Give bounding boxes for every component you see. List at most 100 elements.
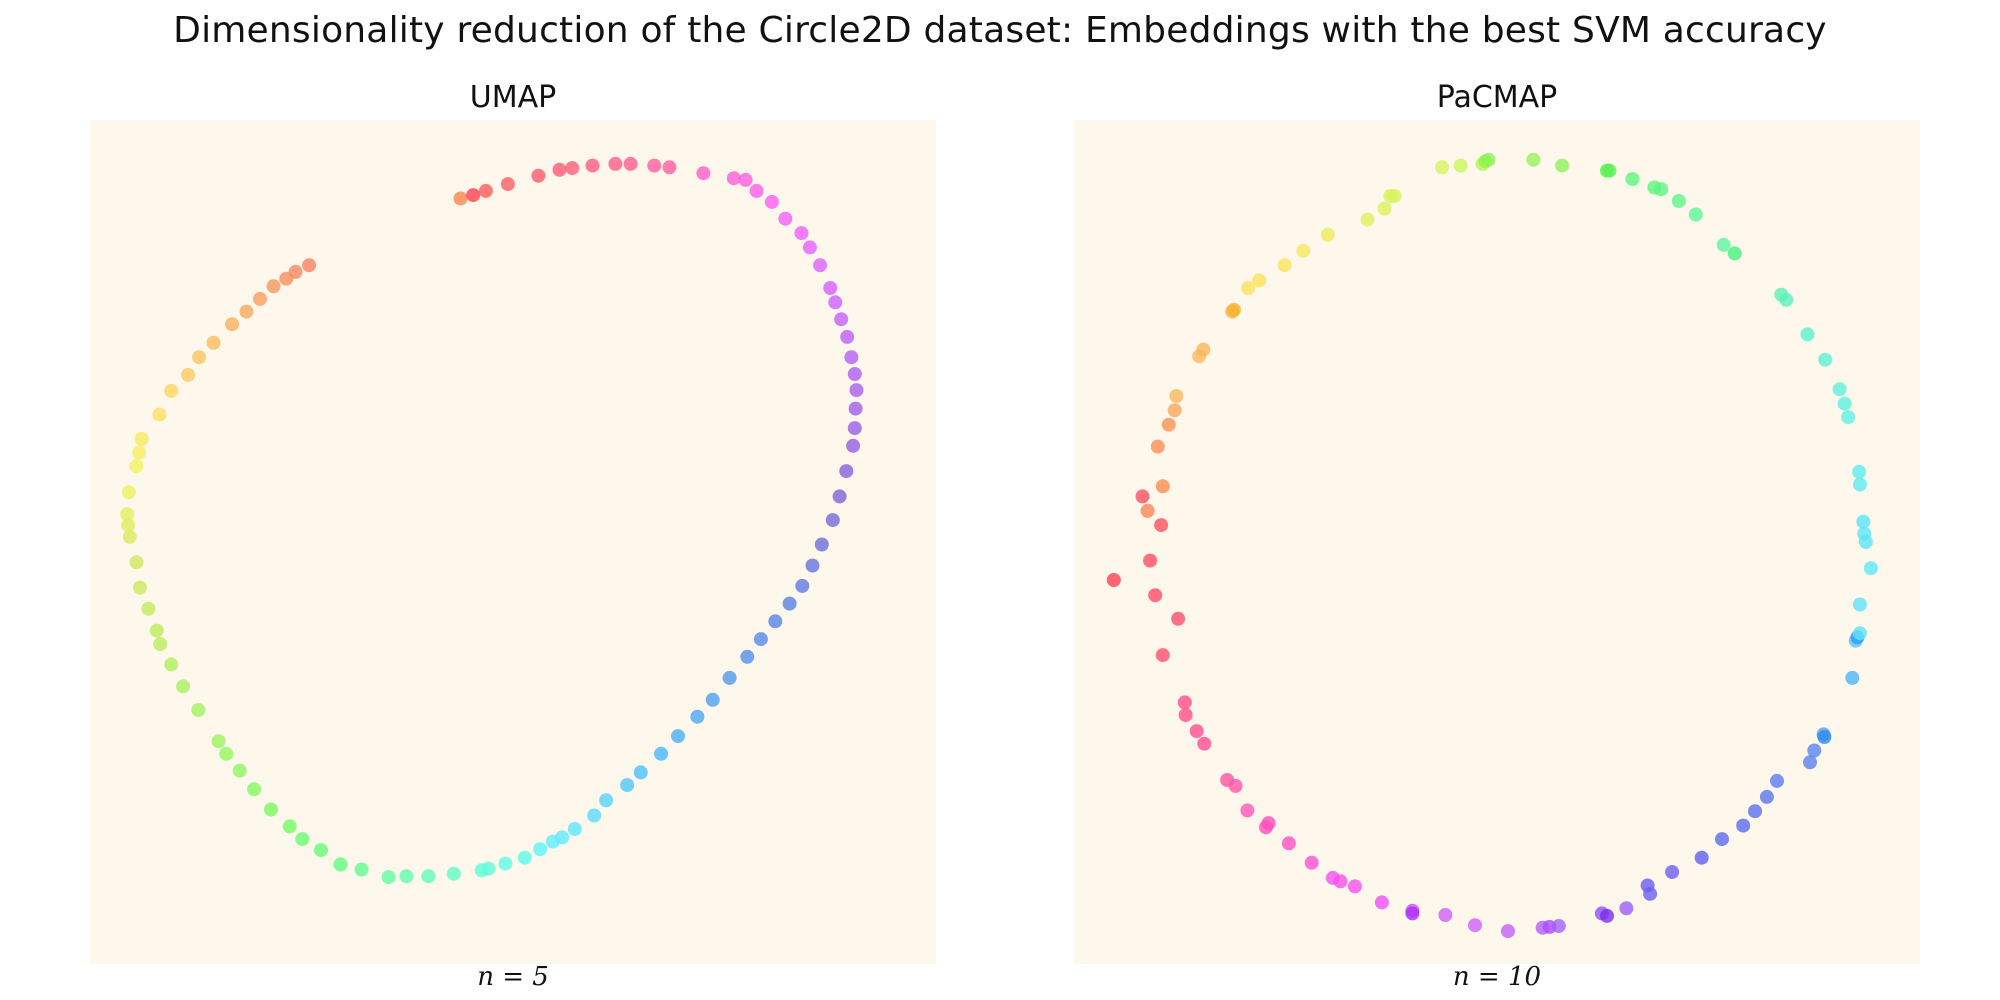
scatter-point bbox=[141, 601, 156, 616]
scatter-point bbox=[239, 304, 254, 319]
scatter-point bbox=[1694, 850, 1709, 865]
scatter-point bbox=[705, 692, 720, 707]
scatter-point bbox=[164, 383, 179, 398]
scatter-point bbox=[647, 158, 662, 173]
scatter-point bbox=[121, 485, 136, 500]
scatter-point bbox=[1154, 518, 1169, 533]
scatter-point bbox=[314, 843, 328, 858]
scatter-point bbox=[1526, 152, 1541, 167]
scatter-point bbox=[1228, 778, 1243, 793]
scatter-point bbox=[399, 869, 414, 884]
scatter-point bbox=[805, 558, 820, 573]
scatter-point bbox=[517, 850, 532, 865]
scatter-point bbox=[1852, 597, 1867, 612]
scatter-point bbox=[1727, 246, 1742, 261]
scatter-point bbox=[782, 596, 797, 611]
scatter-point bbox=[1171, 611, 1186, 626]
scatter-point bbox=[1759, 789, 1774, 804]
scatter-point bbox=[1716, 237, 1731, 252]
scatter-point bbox=[1453, 158, 1468, 173]
scatter-point bbox=[1377, 201, 1392, 216]
scatter-point bbox=[1178, 708, 1193, 722]
scatter-point bbox=[1845, 670, 1860, 685]
scatter-point bbox=[132, 580, 147, 595]
pacmap-xlabel: n = 10 bbox=[1452, 962, 1542, 992]
scatter-point bbox=[1481, 152, 1496, 167]
scatter-point bbox=[181, 367, 196, 382]
scatter-point bbox=[192, 350, 207, 365]
scatter-point bbox=[176, 679, 191, 694]
scatter-point bbox=[1347, 879, 1362, 894]
scatter-point bbox=[565, 161, 580, 176]
scatter-point bbox=[1600, 908, 1614, 923]
scatter-point bbox=[134, 432, 149, 446]
scatter-point bbox=[498, 856, 513, 871]
umap-title: UMAP bbox=[469, 80, 557, 115]
umap-plot-area bbox=[90, 120, 936, 964]
scatter-point bbox=[847, 367, 862, 381]
scatter-point bbox=[1435, 160, 1449, 175]
scatter-point bbox=[153, 637, 168, 652]
scatter-point bbox=[1240, 803, 1255, 818]
scatter-point bbox=[129, 555, 144, 570]
scatter-point bbox=[813, 258, 828, 273]
scatter-point bbox=[219, 746, 234, 761]
scatter-point bbox=[1555, 158, 1570, 173]
scatter-point bbox=[288, 264, 303, 279]
scatter-point bbox=[840, 329, 855, 344]
scatter-point bbox=[1333, 874, 1348, 889]
scatter-point bbox=[1688, 207, 1703, 222]
scatter-point bbox=[446, 866, 461, 881]
scatter-point bbox=[1320, 227, 1335, 242]
scatter-point bbox=[832, 489, 847, 504]
scatter-point bbox=[1858, 535, 1873, 549]
figure-title: Dimensionality reduction of the Circle2D… bbox=[173, 10, 1827, 51]
scatter-point bbox=[749, 183, 764, 198]
scatter-point bbox=[1619, 901, 1634, 916]
scatter-point bbox=[266, 279, 281, 294]
scatter-point bbox=[696, 166, 711, 181]
scatter-point bbox=[1155, 479, 1170, 494]
scatter-point bbox=[1281, 836, 1296, 851]
scatter-point bbox=[552, 162, 567, 177]
scatter-point bbox=[662, 160, 677, 175]
scatter-point bbox=[1177, 695, 1192, 710]
scatter-point bbox=[623, 156, 638, 171]
scatter-point bbox=[802, 240, 817, 255]
pacmap-scatter bbox=[1106, 152, 1878, 939]
scatter-point bbox=[206, 335, 221, 350]
scatter-point bbox=[500, 177, 515, 192]
scatter-point bbox=[381, 870, 396, 885]
scatter-point bbox=[531, 168, 546, 183]
scatter-point bbox=[1803, 755, 1817, 770]
scatter-point bbox=[599, 793, 614, 808]
scatter-point bbox=[671, 729, 685, 744]
scatter-point bbox=[1748, 804, 1762, 819]
scatter-point bbox=[1106, 573, 1121, 587]
scatter-point bbox=[1501, 924, 1515, 939]
scatter-point bbox=[1148, 588, 1163, 603]
scatter-point bbox=[567, 822, 582, 836]
scatter-point bbox=[1277, 258, 1292, 273]
scatter-point bbox=[545, 834, 560, 849]
scatter-point bbox=[764, 194, 779, 209]
scatter-point bbox=[825, 513, 840, 528]
scatter-point bbox=[1665, 865, 1680, 879]
scatter-point bbox=[191, 703, 206, 717]
scatter-point bbox=[333, 857, 348, 872]
scatter-point bbox=[129, 459, 144, 473]
scatter-point bbox=[1304, 855, 1319, 870]
scatter-point bbox=[1405, 906, 1420, 921]
scatter-point bbox=[1807, 743, 1822, 758]
scatter-point bbox=[753, 632, 768, 647]
scatter-point bbox=[421, 869, 436, 884]
scatter-point bbox=[620, 778, 635, 793]
pacmap-plot-area bbox=[1074, 120, 1920, 964]
pacmap-title: PaCMAP bbox=[1436, 80, 1558, 115]
scatter-point bbox=[122, 529, 137, 544]
scatter-point bbox=[164, 657, 179, 672]
scatter-point bbox=[453, 191, 468, 206]
umap-scatter bbox=[120, 156, 864, 885]
scatter-point bbox=[1800, 327, 1815, 342]
scatter-point bbox=[738, 172, 753, 187]
